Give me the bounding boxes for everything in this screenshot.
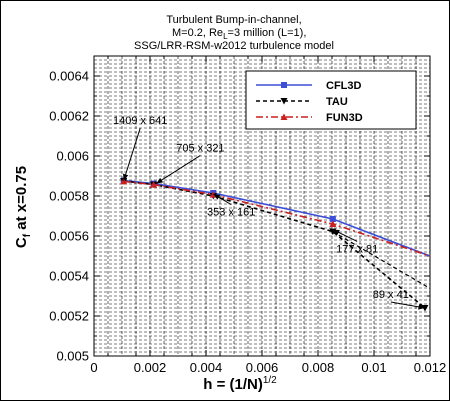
x-tick-label: 0.012 bbox=[414, 360, 447, 375]
extra-dashed-line bbox=[332, 231, 431, 289]
axis-ticks: 0 0.002 0.004 0.006 0.008 0.01 0.012 0.005 0.005… bbox=[49, 55, 447, 375]
annotation-label: 705 x 321 bbox=[176, 142, 224, 154]
data-point-tau bbox=[421, 305, 429, 312]
legend-marker-cfl3d bbox=[281, 82, 287, 88]
y-tick-label: 0.0054 bbox=[49, 269, 89, 284]
y-tick-label: 0.0052 bbox=[49, 309, 89, 324]
annotation-arrowhead bbox=[123, 173, 129, 181]
x-tick-label: 0.002 bbox=[134, 360, 167, 375]
y-tick-label: 0.006 bbox=[56, 149, 89, 164]
x-axis-title: h = (1/N)1/2 bbox=[203, 375, 277, 393]
annotation-arrowhead bbox=[418, 304, 425, 310]
annotation-arrow-line bbox=[155, 154, 201, 185]
legend-marker-tau bbox=[280, 98, 288, 105]
x-tick-label: 0.004 bbox=[190, 360, 223, 375]
legend-label-fun3d: FUN3D bbox=[326, 112, 363, 124]
x-tick-label: 0.008 bbox=[302, 360, 335, 375]
chart-title: Turbulent Bump-in-channel, M=0.2, ReL=3 … bbox=[134, 14, 334, 52]
series-line-fun3d bbox=[123, 180, 431, 257]
legend-label-cfl3d: CFL3D bbox=[326, 80, 362, 92]
x-tick-label: 0.006 bbox=[246, 360, 279, 375]
data-point-fun3d bbox=[120, 177, 128, 185]
annotations: 1409 x 641 705 x 321 353 x 161 177 x 81 89 x… bbox=[113, 115, 426, 310]
title-line-2: M=0.2, ReL=3 million (L=1), bbox=[172, 27, 306, 41]
legend-box bbox=[245, 70, 417, 130]
y-axis-title: Cf at x=0.75 bbox=[13, 166, 33, 248]
annotation-label: 1409 x 641 bbox=[113, 115, 167, 127]
annotation-arrowhead bbox=[213, 194, 221, 200]
annotation-label: 353 x 161 bbox=[207, 207, 255, 219]
y-tick-label: 0.0064 bbox=[49, 69, 89, 84]
annotation-arrowhead bbox=[156, 177, 164, 184]
y-tick-label: 0.0062 bbox=[49, 109, 89, 124]
y-tick-label: 0.0056 bbox=[49, 229, 89, 244]
annotation-label: 89 x 41 bbox=[373, 289, 409, 301]
y-tick-label: 0.0058 bbox=[49, 189, 89, 204]
legend-label-tau: TAU bbox=[326, 96, 348, 108]
y-tick-label: 0.005 bbox=[56, 349, 89, 364]
series-line-tau bbox=[123, 180, 426, 309]
annotation-arrowhead bbox=[332, 229, 340, 235]
title-line-3: SSG/LRR-RSM-w2012 turbulence model bbox=[134, 40, 334, 52]
data-point-fun3d bbox=[150, 181, 158, 188]
legend: CFL3D TAU FUN3D bbox=[245, 70, 417, 130]
title-line-1: Turbulent Bump-in-channel, bbox=[166, 14, 301, 26]
data-point-fun3d bbox=[329, 220, 337, 227]
annotation-label: 177 x 81 bbox=[336, 243, 378, 255]
x-tick-label: 0.01 bbox=[361, 360, 386, 375]
annotation-arrow-line bbox=[123, 128, 141, 181]
x-tick-label: 0 bbox=[90, 360, 97, 375]
data-point-cfl3d bbox=[329, 216, 336, 222]
legend-marker-fun3d bbox=[280, 113, 288, 120]
